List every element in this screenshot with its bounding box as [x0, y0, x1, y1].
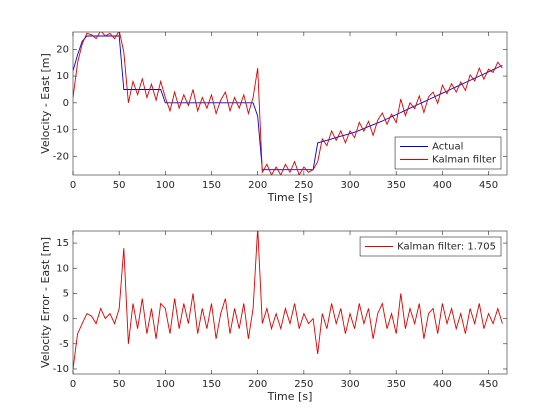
y-tick-label: 10 — [56, 263, 69, 274]
x-tick-label: 150 — [202, 379, 221, 390]
x-tick-label: 50 — [113, 180, 126, 191]
x-tick-label: 200 — [248, 180, 267, 191]
series-group — [73, 231, 503, 370]
x-tick-label: 100 — [156, 379, 175, 390]
y-tick-label: -10 — [53, 364, 69, 375]
legend: Kalman filter: 1.705 — [359, 236, 502, 257]
y-axis-label: Velocity - East [m] — [39, 53, 52, 154]
y-tick-label: 10 — [56, 71, 69, 82]
y-tick-label: -20 — [53, 151, 69, 162]
x-tick-label: 150 — [202, 180, 221, 191]
y-axis-label: Velocity Error - East [m] — [39, 237, 52, 368]
legend-label: Kalman filter: 1.705 — [397, 242, 496, 253]
x-tick-label: 450 — [479, 180, 498, 191]
x-tick-label: 300 — [340, 180, 359, 191]
series-line — [73, 231, 503, 370]
legend-box — [359, 236, 502, 257]
x-tick-label: 0 — [70, 180, 76, 191]
x-tick-label: 300 — [340, 379, 359, 390]
y-tick-label: 20 — [56, 44, 69, 55]
y-tick-label: 0 — [63, 314, 69, 325]
y-tick-label: 0 — [63, 98, 69, 109]
y-tick-label: -5 — [59, 339, 69, 350]
x-axis-label: Time [s] — [267, 390, 313, 403]
legend-box — [394, 136, 502, 170]
y-tick-label: -10 — [53, 125, 69, 136]
x-tick-label: 100 — [156, 180, 175, 191]
x-tick-label: 450 — [479, 379, 498, 390]
series-group — [73, 32, 503, 175]
y-tick-label: 5 — [63, 288, 69, 299]
x-tick-label: 250 — [294, 379, 313, 390]
x-tick-label: 50 — [113, 379, 126, 390]
x-axis-label: Time [s] — [267, 191, 313, 204]
y-tick-label: 15 — [56, 238, 69, 249]
x-tick-label: 200 — [248, 379, 267, 390]
x-tick-label: 0 — [70, 379, 76, 390]
x-tick-label: 400 — [433, 379, 452, 390]
axes-box — [72, 230, 508, 375]
x-tick-label: 350 — [387, 180, 406, 191]
series-line — [73, 32, 503, 175]
x-tick-label: 250 — [294, 180, 313, 191]
axes-box — [72, 31, 508, 176]
x-tick-label: 400 — [433, 180, 452, 191]
legend: Actual Kalman filter — [394, 136, 502, 170]
legend-label: Kalman filter — [432, 155, 497, 166]
legend-label: Actual — [432, 142, 463, 153]
x-tick-label: 350 — [387, 379, 406, 390]
